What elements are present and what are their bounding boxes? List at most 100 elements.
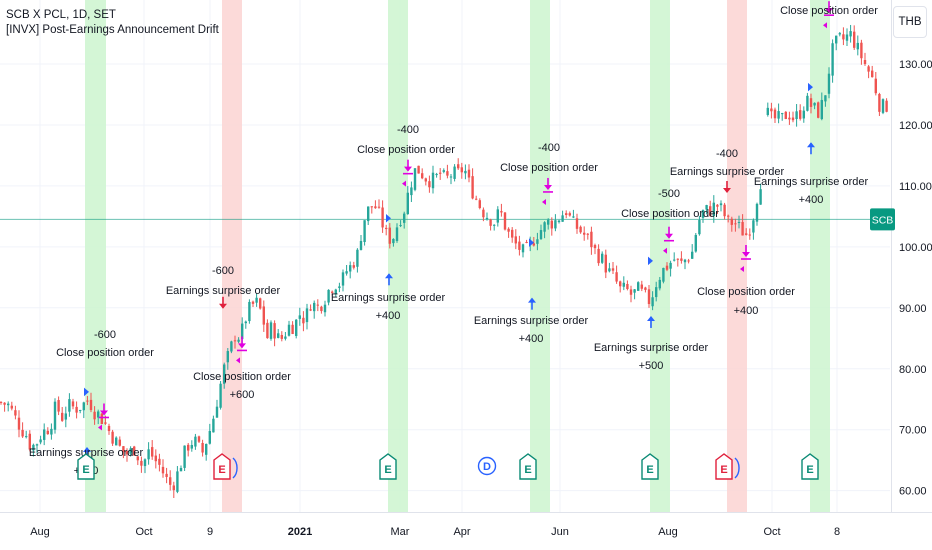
candle xyxy=(809,93,813,114)
order-annotation: Earnings surprise order xyxy=(29,447,144,459)
candle xyxy=(745,228,748,236)
candle xyxy=(305,303,309,330)
candle-body xyxy=(482,209,485,218)
candle xyxy=(572,209,575,219)
candle xyxy=(395,223,399,243)
symbol-title[interactable]: SCB X PCL, 1D, SET xyxy=(6,9,116,21)
candle xyxy=(79,409,82,414)
candle xyxy=(97,409,100,425)
close-arrow-head xyxy=(544,184,552,190)
candle xyxy=(705,204,708,215)
candle-body xyxy=(208,431,211,444)
candle-body xyxy=(439,172,442,174)
earnings-badge-icon[interactable]: E xyxy=(715,453,740,480)
candle-body xyxy=(802,110,805,119)
order-annotation: Earnings surprise order xyxy=(331,292,446,304)
candle xyxy=(93,406,96,425)
candle xyxy=(615,265,618,284)
candle xyxy=(698,215,701,236)
x-tick-label: 2021 xyxy=(288,526,312,538)
candle xyxy=(442,168,445,174)
candle-body xyxy=(46,430,49,435)
earnings-badge-icon[interactable]: E xyxy=(641,453,659,480)
last-price-badge-bg xyxy=(870,208,895,231)
candle-body xyxy=(381,207,384,228)
candle xyxy=(115,436,118,446)
candle-body xyxy=(485,217,489,220)
candle xyxy=(691,244,694,259)
candle-body xyxy=(428,181,431,188)
candle xyxy=(856,35,859,56)
candle xyxy=(190,440,193,452)
candle xyxy=(298,307,301,326)
candle xyxy=(784,111,787,120)
candle xyxy=(493,224,496,231)
candle xyxy=(140,456,143,473)
order-annotation: +400 xyxy=(519,333,544,345)
candle-body xyxy=(525,241,528,243)
candle-body xyxy=(640,284,643,289)
candle xyxy=(233,335,237,349)
candle-body xyxy=(727,215,730,217)
candle-body xyxy=(629,289,633,295)
candle xyxy=(147,442,150,465)
currency-button[interactable]: THB xyxy=(893,6,927,38)
candle-body xyxy=(795,111,798,120)
candle-body xyxy=(3,402,6,405)
candle xyxy=(35,443,39,453)
earnings-badge-icon[interactable]: E xyxy=(801,453,819,480)
candle-body xyxy=(817,102,820,118)
candle xyxy=(129,446,132,457)
buy-arrow-head xyxy=(647,315,655,321)
candle-body xyxy=(831,43,834,76)
candle-body xyxy=(799,110,802,119)
candle xyxy=(701,209,705,223)
candle-body xyxy=(233,340,237,342)
candle xyxy=(568,211,571,217)
indicator-title[interactable]: [INVX] Post-Earnings Announcement Drift xyxy=(6,24,219,36)
earnings-badge-icon[interactable]: E xyxy=(379,453,397,480)
long-position-band xyxy=(530,0,550,512)
candle xyxy=(579,225,582,234)
last-price-badge[interactable]: SCB xyxy=(870,208,895,231)
candle-body xyxy=(694,234,697,252)
candle xyxy=(284,332,287,341)
candle-body xyxy=(424,178,427,182)
long-position-band xyxy=(650,0,670,512)
buy-arrow-icon xyxy=(528,297,536,310)
earnings-badge-icon[interactable]: E xyxy=(77,453,95,480)
entry-flag-icon xyxy=(529,238,534,247)
candle-body xyxy=(673,259,676,261)
exit-flag-icon xyxy=(236,357,240,364)
candle-body xyxy=(716,204,719,207)
candle-body xyxy=(385,227,388,230)
dividend-badge-icon[interactable]: D xyxy=(477,456,497,476)
candle-body xyxy=(745,233,748,235)
candle-body xyxy=(878,93,881,112)
candle-body xyxy=(151,447,154,457)
candle-body xyxy=(514,236,517,244)
earnings-badge-label: E xyxy=(384,464,391,476)
order-annotation: +400 xyxy=(734,305,759,317)
candle-body xyxy=(755,203,759,222)
candle xyxy=(460,162,463,179)
sell-arrow-head xyxy=(219,303,227,309)
candle xyxy=(547,218,550,230)
candle-body xyxy=(421,173,424,179)
candle xyxy=(561,210,564,222)
candles xyxy=(0,24,888,498)
earnings-badge-icon[interactable]: E xyxy=(213,453,238,480)
candle xyxy=(309,304,312,312)
candle-body xyxy=(14,410,17,416)
candle-body xyxy=(284,336,287,339)
candle xyxy=(417,165,420,174)
candle xyxy=(637,281,640,291)
candle-body xyxy=(406,192,409,215)
candle xyxy=(845,28,849,46)
candle xyxy=(683,258,687,270)
candle-body xyxy=(266,322,269,339)
earnings-badge-icon[interactable]: E xyxy=(519,453,537,480)
candle-body xyxy=(143,459,147,467)
candle-body xyxy=(215,406,219,418)
